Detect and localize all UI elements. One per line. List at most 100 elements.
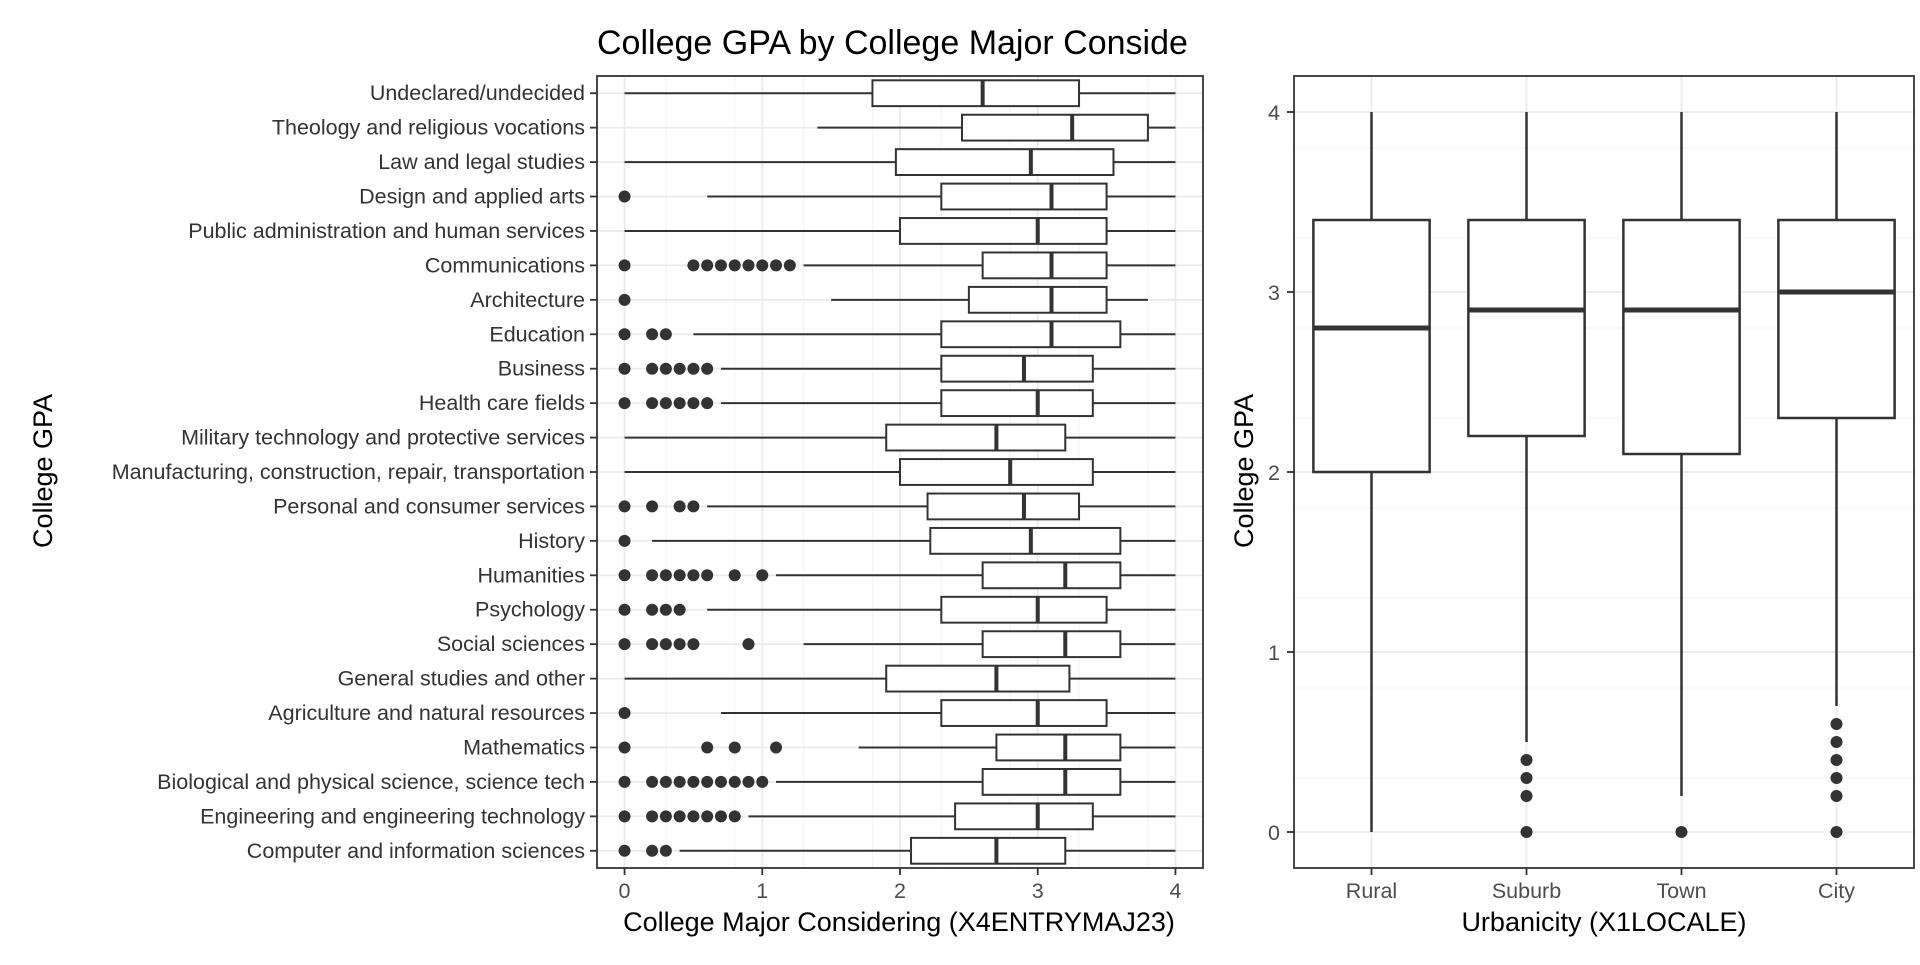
left-panel-border xyxy=(596,75,1204,869)
outlier-point xyxy=(756,775,769,788)
outlier-point xyxy=(659,569,672,582)
right-y-axis-title: College GPA xyxy=(1229,394,1259,548)
outlier-point xyxy=(673,810,686,823)
outlier-point xyxy=(701,775,714,788)
iqr-box xyxy=(926,492,1081,521)
iqr-box xyxy=(940,320,1122,349)
outlier-point xyxy=(673,603,686,616)
left-category-label: Biological and physical science, science… xyxy=(157,770,585,794)
iqr-box xyxy=(981,561,1122,590)
outlier-point xyxy=(701,259,714,272)
outlier-point xyxy=(673,775,686,788)
iqr-box xyxy=(954,802,1094,831)
box-17 xyxy=(618,630,1176,659)
outlier-point xyxy=(659,328,672,341)
box-8 xyxy=(618,320,1176,349)
outlier-point xyxy=(701,397,714,410)
outlier-point xyxy=(701,810,714,823)
outlier-point xyxy=(1830,736,1843,748)
left-category-label: Agriculture and natural resources xyxy=(268,701,585,725)
box-13 xyxy=(618,492,1176,521)
outlier-point xyxy=(687,638,700,651)
outlier-point xyxy=(673,569,686,582)
left-category-label: Design and applied arts xyxy=(359,185,585,209)
outlier-point xyxy=(659,397,672,410)
outlier-point xyxy=(756,259,769,272)
outlier-point xyxy=(1830,772,1843,784)
left-category-label: Communications xyxy=(425,253,585,277)
outlier-point xyxy=(646,810,659,823)
outlier-point xyxy=(770,259,783,272)
box-15 xyxy=(618,561,1176,590)
left-x-tick-label: 3 xyxy=(1032,879,1044,903)
iqr-box xyxy=(967,285,1108,314)
outlier-point xyxy=(646,638,659,651)
box-23 xyxy=(618,836,1176,865)
outlier-point xyxy=(618,362,631,375)
left-category-label: Manufacturing, construction, repair, tra… xyxy=(112,460,585,484)
outlier-point xyxy=(687,569,700,582)
urbanicity-box-4 xyxy=(1777,112,1896,838)
box-4 xyxy=(618,182,1176,211)
iqr-box xyxy=(981,251,1108,280)
iqr-box xyxy=(885,664,1071,693)
iqr-box xyxy=(885,423,1067,452)
left-category-label: Social sciences xyxy=(437,632,585,656)
outlier-point xyxy=(659,775,672,788)
outlier-point xyxy=(618,500,631,513)
left-x-tick-label: 1 xyxy=(756,879,768,903)
outlier-point xyxy=(659,362,672,375)
right-y-tick-label: 0 xyxy=(1268,821,1280,845)
outlier-point xyxy=(687,259,700,272)
outlier-point xyxy=(1830,790,1843,802)
outlier-point xyxy=(742,638,755,651)
urbanicity-box-1 xyxy=(1312,112,1431,832)
right-category-label: Suburb xyxy=(1492,879,1561,903)
box-5 xyxy=(624,217,1176,245)
outlier-point xyxy=(646,397,659,410)
outlier-point xyxy=(673,500,686,513)
iqr-box xyxy=(899,217,1108,245)
box-9 xyxy=(618,354,1176,383)
iqr-box xyxy=(981,768,1122,796)
outlier-point xyxy=(618,190,631,203)
outlier-point xyxy=(646,500,659,513)
iqr-box xyxy=(1312,218,1431,474)
right-x-axis-title: Urbanicity (X1LOCALE) xyxy=(1461,907,1746,937)
box-22 xyxy=(618,802,1176,831)
outlier-point xyxy=(687,500,700,513)
outlier-point xyxy=(659,638,672,651)
box-14 xyxy=(618,526,1176,555)
outlier-point xyxy=(1830,826,1843,838)
outlier-point xyxy=(728,810,741,823)
outlier-point xyxy=(618,638,631,651)
outlier-point xyxy=(687,397,700,410)
outlier-point xyxy=(1675,826,1688,838)
outlier-point xyxy=(646,362,659,375)
right-plot-layer: 0 1 2 3 4 Rural Suburb Town City xyxy=(1268,75,1915,903)
outlier-point xyxy=(646,603,659,616)
iqr-box xyxy=(940,595,1108,624)
box-3 xyxy=(624,148,1176,177)
outlier-point xyxy=(618,293,631,306)
outlier-point xyxy=(1830,754,1843,766)
outlier-point xyxy=(618,844,631,857)
urbanicity-box-2 xyxy=(1467,112,1586,838)
iqr-box xyxy=(899,458,1094,486)
left-category-label: Psychology xyxy=(475,598,585,622)
outlier-point xyxy=(728,741,741,754)
box-18 xyxy=(624,664,1176,693)
iqr-box xyxy=(960,113,1149,142)
iqr-box xyxy=(894,148,1115,177)
outlier-point xyxy=(659,844,672,857)
iqr-box xyxy=(1467,218,1586,438)
outlier-point xyxy=(756,569,769,582)
left-x-tick-label: 2 xyxy=(894,879,906,903)
left-plot-layer: Undeclared/undecided Theology and religio… xyxy=(112,75,1204,903)
box-20 xyxy=(618,733,1176,762)
urbanicity-box-3 xyxy=(1622,112,1741,838)
left-category-label: General studies and other xyxy=(338,667,585,691)
outlier-point xyxy=(687,362,700,375)
left-category-label: Mathematics xyxy=(463,735,585,759)
